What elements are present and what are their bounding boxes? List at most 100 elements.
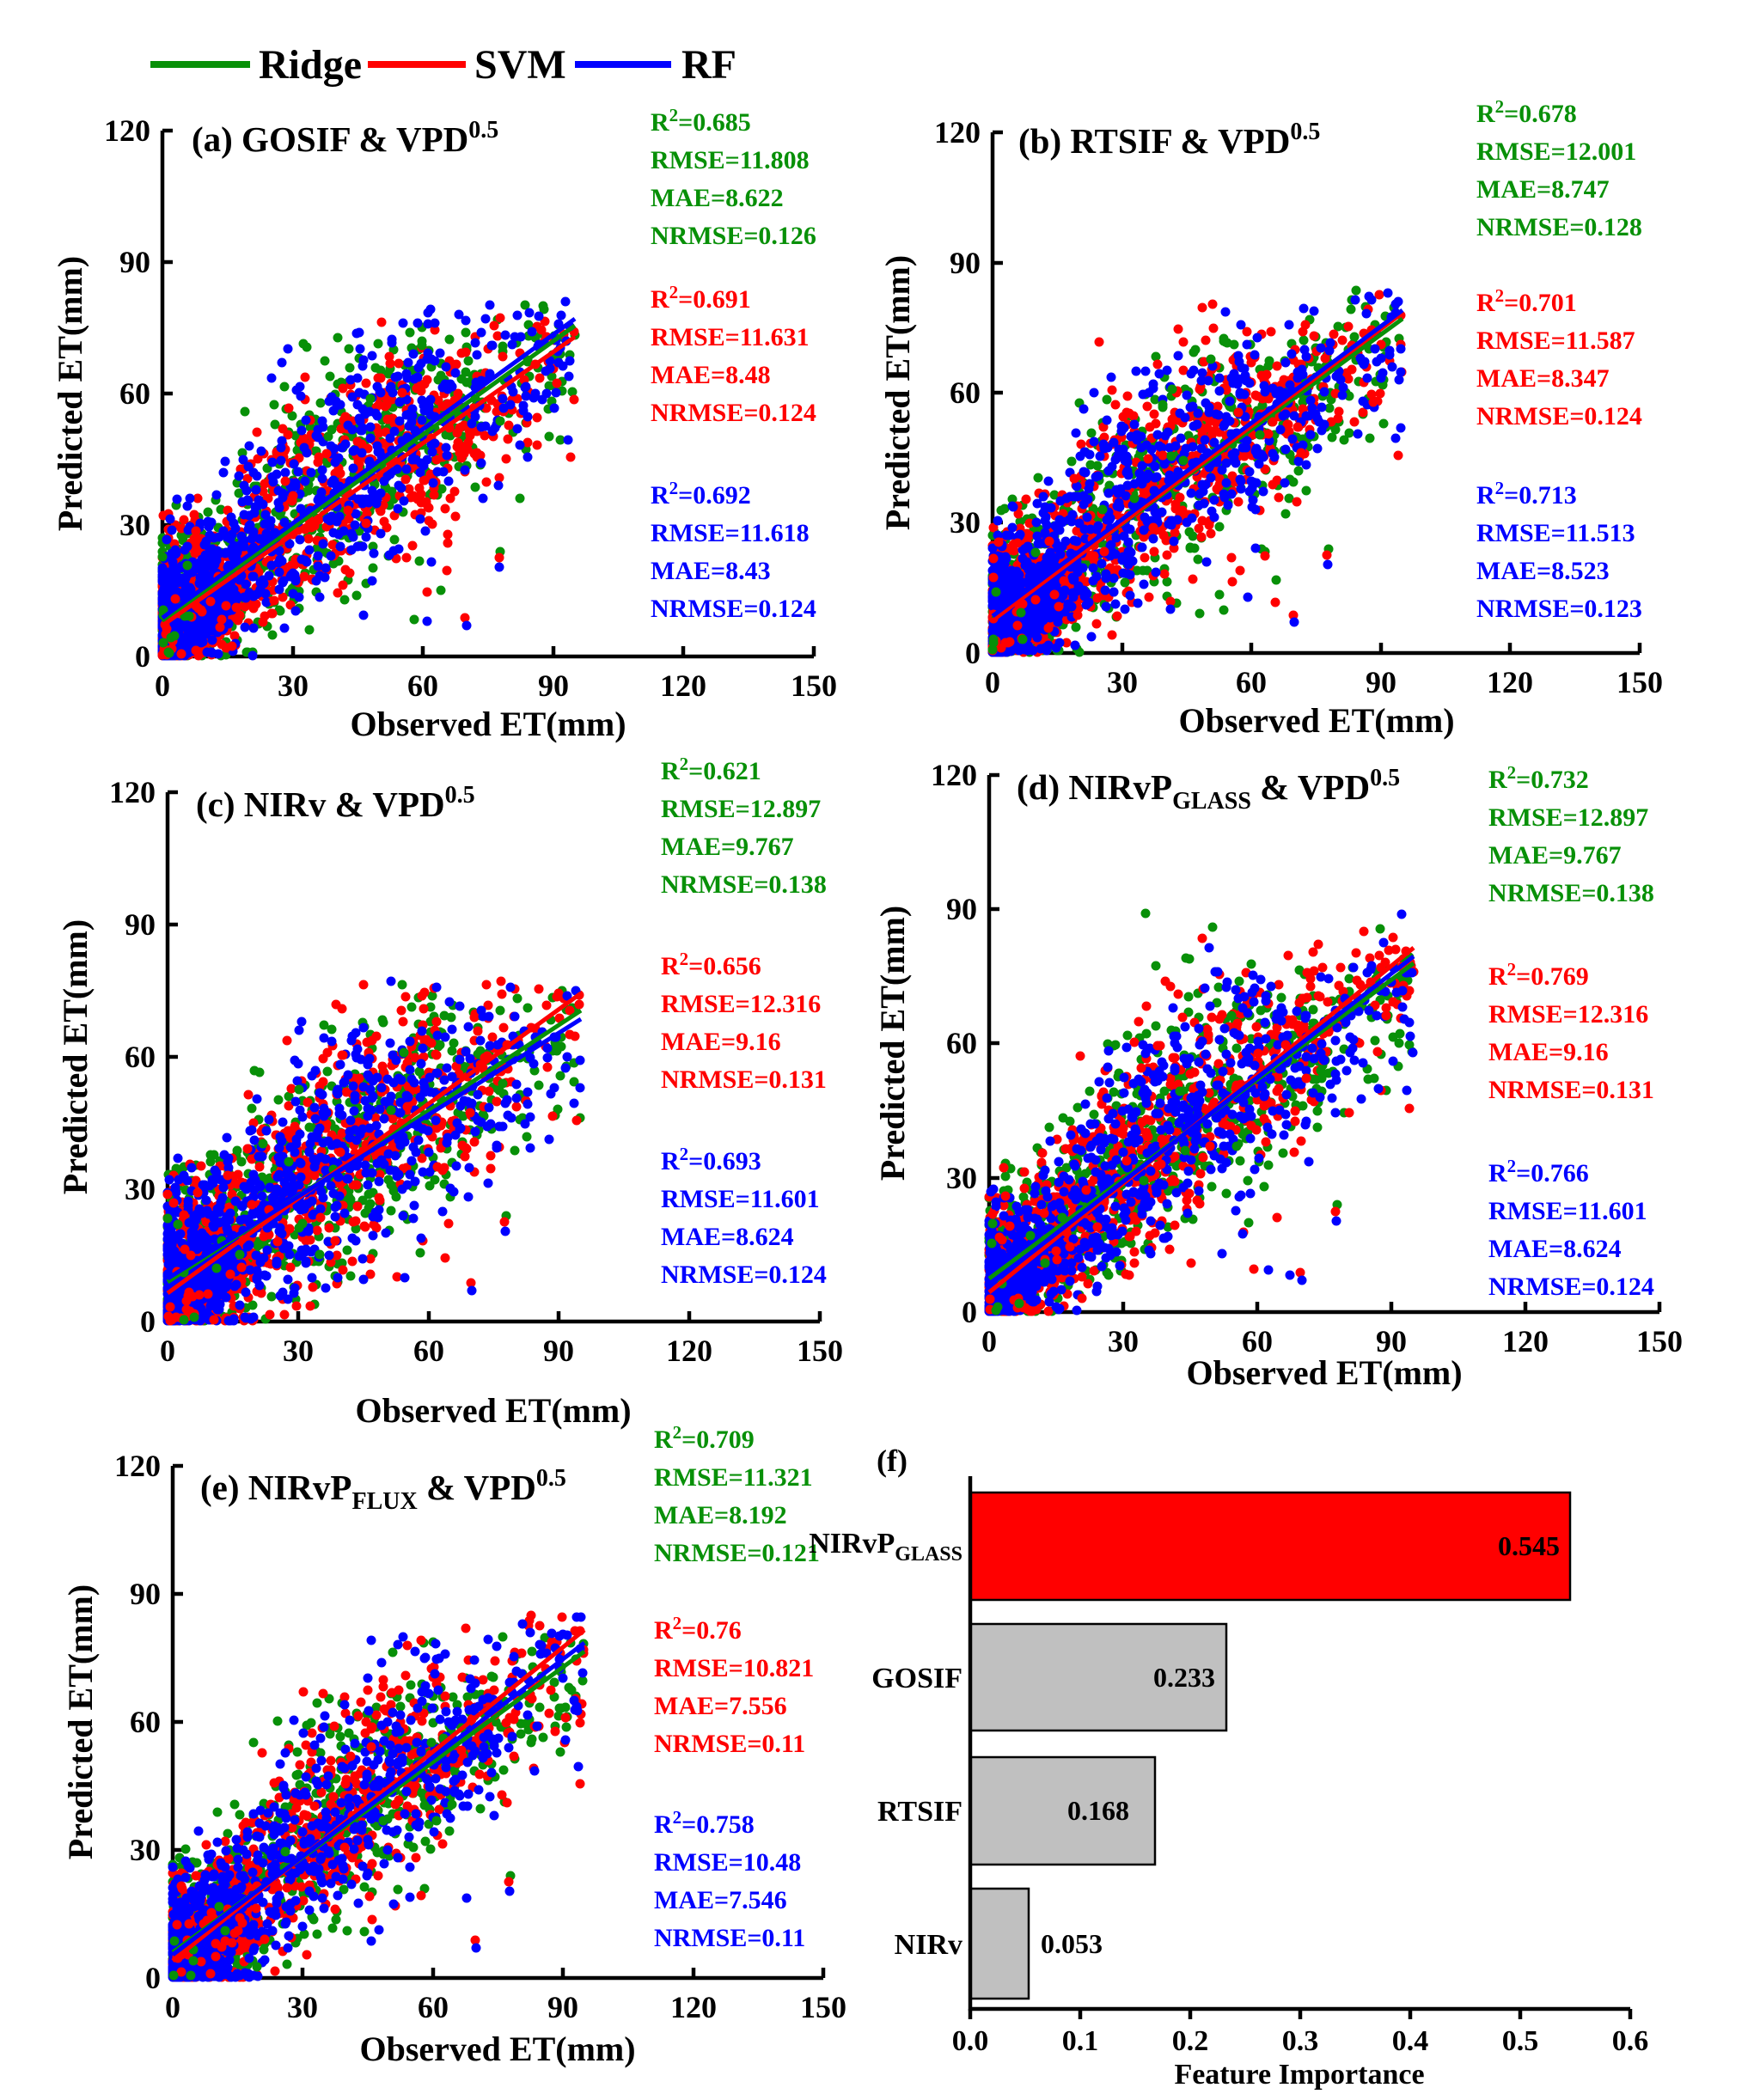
svg-text:MAE=8.192: MAE=8.192 [654,1501,787,1529]
svg-text:NRMSE=0.11: NRMSE=0.11 [654,1924,805,1952]
svg-text:NIRvPGLASS: NIRvPGLASS [809,1528,962,1566]
svg-text:90: 90 [950,246,981,280]
svg-text:120: 120 [1487,665,1533,699]
svg-text:NRMSE=0.124: NRMSE=0.124 [1476,402,1642,430]
svg-text:RMSE=11.321: RMSE=11.321 [654,1463,813,1492]
svg-text:30: 30 [130,1833,161,1867]
svg-text:0: 0 [985,665,1000,699]
svg-text:Predicted ET(mm): Predicted ET(mm) [878,255,917,530]
svg-text:120: 120 [931,758,977,792]
svg-text:30: 30 [946,1161,977,1195]
svg-text:(b) RTSIF & VPD0.5: (b) RTSIF & VPD0.5 [1018,119,1320,161]
svg-text:NRMSE=0.124: NRMSE=0.124 [651,399,816,427]
svg-text:R2=0.621: R2=0.621 [661,754,761,785]
svg-text:0: 0 [140,1304,156,1339]
svg-text:0: 0 [155,668,170,703]
svg-text:GOSIF: GOSIF [871,1663,962,1694]
svg-text:150: 150 [797,1334,843,1368]
svg-text:R2=0.766: R2=0.766 [1488,1156,1589,1187]
svg-text:30: 30 [119,508,150,542]
svg-text:RMSE=11.513: RMSE=11.513 [1476,519,1635,547]
svg-text:RTSIF: RTSIF [877,1796,962,1828]
svg-text:120: 120 [1502,1324,1549,1358]
svg-text:(d) NIRvPGLASS & VPD0.5: (d) NIRvPGLASS & VPD0.5 [1017,765,1400,815]
svg-text:60: 60 [125,1040,156,1074]
svg-text:(c) NIRv & VPD0.5: (c) NIRv & VPD0.5 [196,782,475,824]
svg-text:MAE=9.767: MAE=9.767 [1488,841,1622,870]
svg-text:RMSE=11.587: RMSE=11.587 [1476,327,1635,355]
svg-text:MAE=8.624: MAE=8.624 [1488,1235,1622,1263]
svg-text:150: 150 [800,1990,846,2024]
svg-text:RMSE=12.001: RMSE=12.001 [1476,137,1636,166]
svg-text:MAE=8.43: MAE=8.43 [651,557,771,585]
svg-text:Predicted ET(mm): Predicted ET(mm) [51,256,89,531]
svg-text:60: 60 [950,375,981,410]
svg-text:0.545: 0.545 [1498,1530,1560,1561]
svg-text:60: 60 [1236,665,1267,699]
svg-text:MAE=9.16: MAE=9.16 [661,1028,781,1056]
svg-text:30: 30 [278,668,309,703]
svg-text:(f): (f) [877,1444,908,1478]
svg-text:NRMSE=0.126: NRMSE=0.126 [651,222,816,250]
svg-text:90: 90 [1376,1324,1407,1358]
svg-text:RMSE=11.601: RMSE=11.601 [1488,1197,1647,1225]
svg-text:0: 0 [165,1990,180,2024]
svg-text:RMSE=10.48: RMSE=10.48 [654,1848,801,1877]
svg-text:Observed ET(mm): Observed ET(mm) [355,1391,631,1430]
svg-text:RMSE=10.821: RMSE=10.821 [654,1654,814,1682]
svg-text:NRMSE=0.124: NRMSE=0.124 [1488,1273,1654,1301]
svg-text:Observed ET(mm): Observed ET(mm) [1186,1353,1462,1392]
svg-text:60: 60 [1242,1324,1273,1358]
svg-text:R2=0.709: R2=0.709 [654,1422,755,1454]
svg-text:0.168: 0.168 [1067,1795,1129,1826]
svg-text:60: 60 [407,668,438,703]
svg-text:RF: RF [681,42,736,88]
svg-text:30: 30 [125,1172,156,1206]
svg-text:NRMSE=0.138: NRMSE=0.138 [1488,879,1654,907]
svg-text:MAE=9.16: MAE=9.16 [1488,1038,1609,1066]
svg-text:150: 150 [1636,1324,1683,1358]
svg-text:R2=0.769: R2=0.769 [1488,959,1589,991]
svg-text:0.5: 0.5 [1502,2025,1539,2057]
svg-text:90: 90 [130,1577,161,1611]
svg-text:0.053: 0.053 [1041,1928,1103,1959]
svg-text:MAE=8.622: MAE=8.622 [651,184,784,212]
svg-text:NRMSE=0.121: NRMSE=0.121 [654,1539,820,1567]
svg-text:90: 90 [547,1990,578,2024]
svg-text:0: 0 [962,1295,977,1329]
svg-text:30: 30 [283,1334,314,1368]
svg-text:0: 0 [965,636,981,670]
svg-text:30: 30 [1107,665,1138,699]
svg-text:60: 60 [946,1026,977,1060]
svg-text:60: 60 [413,1334,444,1368]
svg-text:NRMSE=0.128: NRMSE=0.128 [1476,213,1642,241]
svg-text:R2=0.678: R2=0.678 [1476,96,1577,128]
svg-text:Ridge: Ridge [259,42,362,88]
svg-text:MAE=9.767: MAE=9.767 [661,833,794,861]
svg-text:R2=0.691: R2=0.691 [651,282,751,314]
svg-text:0.4: 0.4 [1392,2025,1429,2057]
svg-text:R2=0.656: R2=0.656 [661,949,761,980]
svg-text:NRMSE=0.131: NRMSE=0.131 [1488,1076,1654,1104]
svg-text:90: 90 [946,892,977,926]
svg-text:120: 120 [660,668,706,703]
svg-text:Predicted ET(mm): Predicted ET(mm) [56,919,95,1194]
svg-text:30: 30 [1108,1324,1139,1358]
svg-text:Predicted ET(mm): Predicted ET(mm) [61,1584,100,1859]
svg-text:0: 0 [981,1324,997,1358]
svg-text:Observed ET(mm): Observed ET(mm) [1178,701,1454,740]
svg-text:120: 120 [934,115,981,150]
svg-text:90: 90 [543,1334,574,1368]
svg-text:RMSE=11.601: RMSE=11.601 [661,1185,820,1213]
svg-text:Observed ET(mm): Observed ET(mm) [359,2030,635,2068]
svg-text:Feature Importance: Feature Importance [1174,2059,1424,2091]
svg-text:30: 30 [950,505,981,540]
svg-text:MAE=8.48: MAE=8.48 [651,361,771,389]
svg-text:(a) GOSIF & VPD0.5: (a) GOSIF & VPD0.5 [192,117,498,159]
svg-text:0: 0 [135,639,150,674]
svg-text:Predicted ET(mm): Predicted ET(mm) [873,906,912,1181]
svg-text:NRMSE=0.131: NRMSE=0.131 [661,1065,827,1094]
svg-text:NRMSE=0.124: NRMSE=0.124 [661,1261,827,1289]
svg-text:NIRv: NIRv [895,1929,962,1961]
svg-text:MAE=7.546: MAE=7.546 [654,1886,787,1914]
